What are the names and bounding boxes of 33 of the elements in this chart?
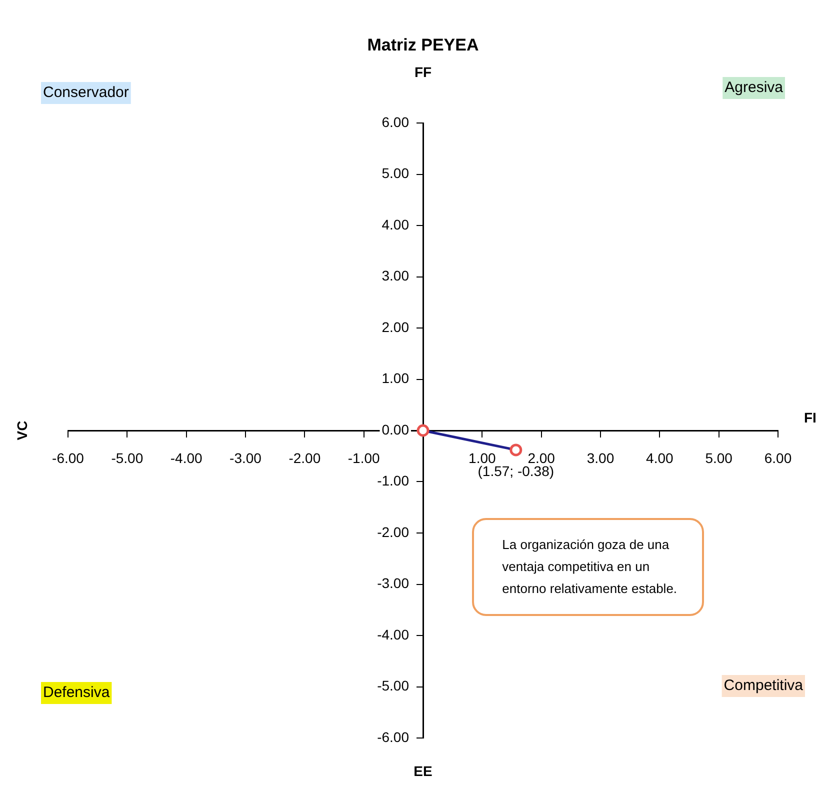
x-axis-title: FI <box>804 409 816 426</box>
annotation: Competitiva <box>724 677 804 694</box>
x-tick-label: -4.00 <box>170 450 202 466</box>
y-tick-label: -5.00 <box>377 678 410 694</box>
y-tick-label: 0.00 <box>382 421 410 438</box>
y-tick-label: -2.00 <box>377 524 410 540</box>
x-tick-label: 3.00 <box>586 450 614 466</box>
y-axis-title: VC <box>14 420 30 440</box>
x-tick-label: 6.00 <box>764 450 792 466</box>
text: EE <box>414 762 432 779</box>
x-tick-label: -3.00 <box>230 450 262 466</box>
y-tick-label: 2.00 <box>382 318 410 335</box>
y-tick-label: 3.00 <box>382 268 410 284</box>
text: FF <box>414 64 432 80</box>
y-tick-label: -3.00 <box>377 575 410 592</box>
y-tick-label: 4.00 <box>382 216 410 232</box>
x-tick-label: 4.00 <box>646 450 674 466</box>
y-tick-label: 1.00 <box>382 370 410 386</box>
text: Agresiva <box>724 79 784 96</box>
x-tick-label: 5.00 <box>705 450 733 466</box>
x-tick-label: -5.00 <box>111 450 144 466</box>
annotation: Defensiva <box>43 684 110 702</box>
x-tick-label: -2.00 <box>288 450 321 466</box>
chart-title: Matriz PEYEA <box>367 36 479 55</box>
text: Conservador <box>43 84 129 102</box>
y-tick-label: -1.00 <box>377 472 410 489</box>
y-tick-label: 5.00 <box>382 165 410 182</box>
annotation: La organización goza de una ventaja competitiva en un entorno relativamente estable. <box>472 518 704 616</box>
x-tick-label: -6.00 <box>52 450 84 466</box>
y-tick-label: -6.00 <box>377 728 410 745</box>
x-tick-label: -1.00 <box>348 450 380 466</box>
y-tick-label: -4.00 <box>377 626 410 642</box>
y-tick-label: 6.00 <box>382 114 410 130</box>
